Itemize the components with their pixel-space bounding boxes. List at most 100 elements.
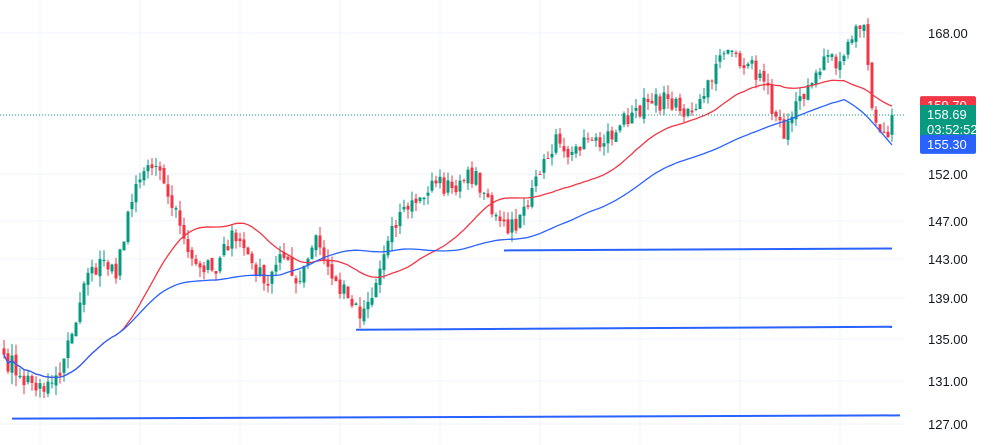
candle-body	[750, 60, 754, 64]
candle-body	[194, 258, 198, 264]
candle-body	[546, 158, 550, 160]
candle-body	[82, 283, 86, 305]
ma-slow-line	[3, 98, 893, 379]
candle-body	[734, 52, 738, 54]
candle-body	[642, 97, 646, 119]
candle-body	[606, 131, 610, 144]
candle-body	[62, 358, 66, 373]
candle-body	[50, 382, 54, 384]
support-line	[11, 414, 901, 420]
candle-body	[526, 205, 530, 207]
price-axis[interactable]: 168.00 152.00 147.00 143.00 139.00 135.00 131.…	[928, 26, 968, 432]
candle-body	[370, 298, 374, 305]
candle-body	[890, 115, 894, 135]
candle-body	[390, 226, 394, 243]
candle-body	[58, 372, 62, 376]
candle-body	[186, 239, 190, 253]
candle-body	[602, 143, 606, 147]
candle-body	[790, 116, 794, 124]
candle-body	[54, 375, 58, 386]
candle-body	[418, 197, 422, 202]
candle-body	[18, 375, 22, 378]
candle-body	[286, 256, 290, 260]
candle-body	[810, 83, 814, 86]
candle-body	[562, 146, 566, 152]
candle-body	[578, 146, 582, 151]
support-line	[355, 325, 893, 331]
candle-body	[86, 272, 90, 285]
support-layer	[11, 247, 901, 420]
candle-body	[482, 192, 486, 194]
candle-body	[334, 276, 338, 281]
candle-body	[726, 49, 730, 54]
candle-body	[206, 260, 210, 270]
ma-slow-badge: 155.30	[920, 134, 976, 154]
ma-slow-badge-box	[920, 134, 976, 154]
y-tick-label: 143.00	[928, 252, 968, 267]
candle-body	[422, 197, 426, 200]
candle-body	[718, 55, 722, 62]
candle-body	[502, 219, 506, 222]
y-tick-label: 131.00	[928, 374, 968, 389]
candle-body	[30, 376, 34, 383]
grid-layer	[0, 0, 905, 445]
candle-body	[438, 176, 442, 184]
candle-body	[394, 225, 398, 228]
candle-body	[366, 301, 370, 310]
candle-body	[834, 56, 838, 69]
candle-body	[770, 84, 774, 114]
candle-body	[510, 219, 514, 233]
candle-body	[234, 232, 238, 242]
candle-body	[498, 216, 502, 221]
candle-body	[666, 94, 670, 100]
candle-body	[574, 146, 578, 154]
candle-body	[250, 253, 254, 264]
candle-body	[698, 99, 702, 109]
candle-body	[98, 259, 102, 277]
candle-body	[410, 200, 414, 212]
candle-body	[858, 25, 862, 29]
candle-body	[414, 198, 418, 203]
y-tick-label: 152.00	[928, 167, 968, 182]
candle-body	[94, 267, 98, 275]
candle-body	[466, 169, 470, 184]
candle-body	[198, 263, 202, 268]
candle-body	[782, 119, 786, 139]
candle-body	[242, 239, 246, 249]
candle-body	[338, 279, 342, 294]
candle-body	[534, 176, 538, 187]
candle-body	[778, 117, 782, 121]
candle-body	[886, 131, 890, 137]
candle-body	[454, 185, 458, 193]
candle-body	[694, 108, 698, 110]
candle-body	[794, 101, 798, 120]
candle-body	[686, 108, 690, 116]
candle-layer	[2, 18, 894, 399]
candle-body	[386, 240, 390, 256]
candle-body	[174, 208, 178, 210]
y-tick-label: 127.00	[928, 417, 968, 432]
candle-body	[598, 137, 602, 148]
candle-body	[554, 134, 558, 153]
candle-body	[434, 180, 438, 184]
candle-body	[710, 80, 714, 82]
candle-body	[442, 177, 446, 194]
candle-body	[302, 265, 306, 283]
candle-body	[538, 173, 542, 175]
candle-body	[222, 243, 226, 256]
last-price-badge-box	[920, 105, 976, 142]
candle-body	[146, 165, 150, 172]
candle-body	[722, 53, 726, 55]
y-tick-label: 168.00	[928, 26, 968, 41]
candle-body	[406, 205, 410, 210]
candle-body	[842, 55, 846, 62]
candle-body	[486, 193, 490, 198]
candle-body	[114, 263, 118, 279]
candle-body	[866, 24, 870, 65]
candle-body	[262, 264, 266, 284]
candle-body	[218, 257, 222, 272]
candle-body	[730, 50, 734, 52]
candle-body	[254, 264, 258, 276]
candle-body	[618, 125, 622, 131]
